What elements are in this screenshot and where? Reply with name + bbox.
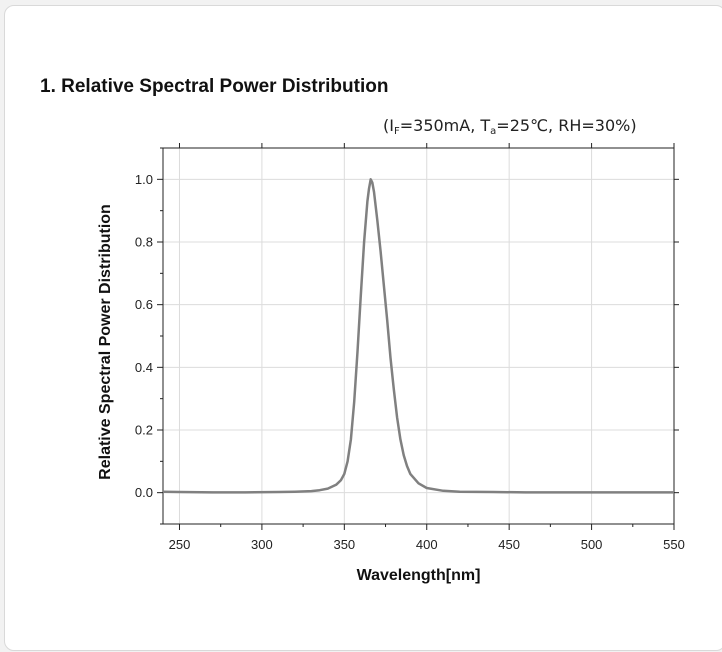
- tick-labels: 250 300 350 400 450 500 550 0.0 0.2 0.4 0.6 0.8 1.0: [135, 172, 685, 552]
- spectrum-series-line: [162, 178, 674, 494]
- y-tick-label: 0.4: [135, 360, 153, 375]
- y-tick-label: 0.8: [135, 235, 153, 250]
- datasheet-card: [4, 5, 722, 651]
- x-tick-label: 300: [251, 537, 273, 552]
- x-tick-label: 250: [169, 537, 191, 552]
- x-axis-title: Wavelength[nm]: [357, 567, 481, 584]
- y-tick-label: 0.2: [135, 423, 153, 438]
- y-axis-title: Relative Spectral Power Distribution: [97, 204, 114, 480]
- x-tick-label: 350: [333, 537, 355, 552]
- y-tick-label: 0.6: [135, 297, 153, 312]
- x-tick-label: 400: [416, 537, 438, 552]
- ta-subscript: a: [490, 126, 497, 137]
- section-heading: 1. Relative Spectral Power Distribution: [40, 76, 389, 97]
- if-subscript: F: [393, 126, 400, 137]
- x-tick-label: 450: [498, 537, 520, 552]
- x-tick-label: 500: [581, 537, 603, 552]
- ta-value: =25℃, RH=30%): [496, 116, 637, 135]
- y-tick-label: 1.0: [135, 172, 153, 187]
- grid-lines: [163, 148, 675, 524]
- plot-frame: [162, 147, 675, 525]
- conditions-open: (I: [383, 116, 394, 135]
- if-value: =350mA, T: [399, 116, 491, 135]
- y-tick-label: 0.0: [135, 485, 153, 500]
- axis-ticks: [157, 143, 679, 530]
- test-conditions: (IF=350mA, Ta=25℃, RH=30%): [383, 116, 637, 137]
- x-tick-label: 550: [663, 537, 685, 552]
